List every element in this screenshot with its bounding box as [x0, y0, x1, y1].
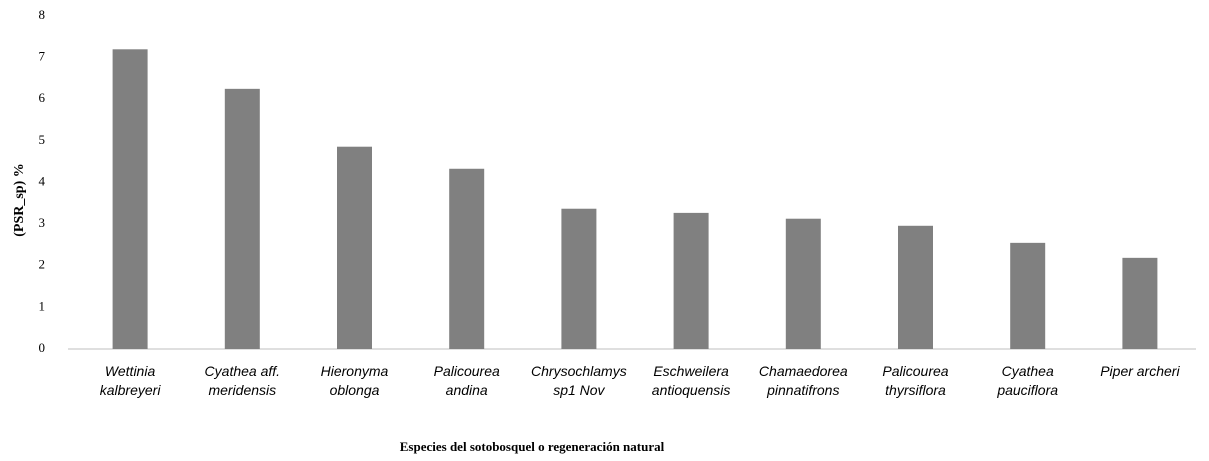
- y-tick-label: 0: [39, 340, 46, 355]
- bar: [785, 218, 821, 349]
- y-tick-label: 6: [39, 90, 46, 105]
- x-tick-label: Chrysochlamys sp1 Nov: [531, 363, 627, 398]
- x-tick-label: Cyathea pauciflora: [997, 363, 1059, 398]
- bar: [112, 49, 148, 350]
- y-tick-label: 7: [39, 49, 46, 64]
- bar: [898, 225, 933, 349]
- bar: [1010, 242, 1046, 349]
- y-tick-label: 3: [39, 215, 46, 230]
- y-tick-label: 5: [39, 132, 46, 147]
- bar: [449, 168, 485, 349]
- bar: [673, 212, 709, 349]
- x-tick-label: Palicourea thyrsiflora: [882, 363, 949, 398]
- x-tick-label: Piper archeri: [1100, 363, 1180, 379]
- y-tick-label: 2: [39, 257, 46, 272]
- x-tick-label: Cyathea aff. meridensis: [204, 363, 281, 398]
- y-tick-label: 4: [39, 173, 46, 188]
- bar: [337, 146, 372, 349]
- x-tick-label: Palicourea andina: [433, 363, 500, 398]
- x-tick-label: Chamaedorea pinnatifrons: [758, 363, 848, 398]
- bar: [224, 88, 260, 349]
- bar: [561, 208, 597, 349]
- y-tick-label: 1: [39, 298, 46, 313]
- x-tick-label: Wettinia kalbreyeri: [99, 363, 161, 398]
- x-axis-label: Especies del sotobosquel o regeneración …: [400, 439, 665, 454]
- bar: [1122, 257, 1158, 349]
- x-tick-label: Eschweilera antioquensis: [651, 363, 731, 398]
- y-axis-label: (PSR_sp) %: [12, 163, 27, 237]
- y-tick-label: 8: [39, 7, 46, 22]
- x-tick-label: Hieronyma oblonga: [320, 363, 389, 398]
